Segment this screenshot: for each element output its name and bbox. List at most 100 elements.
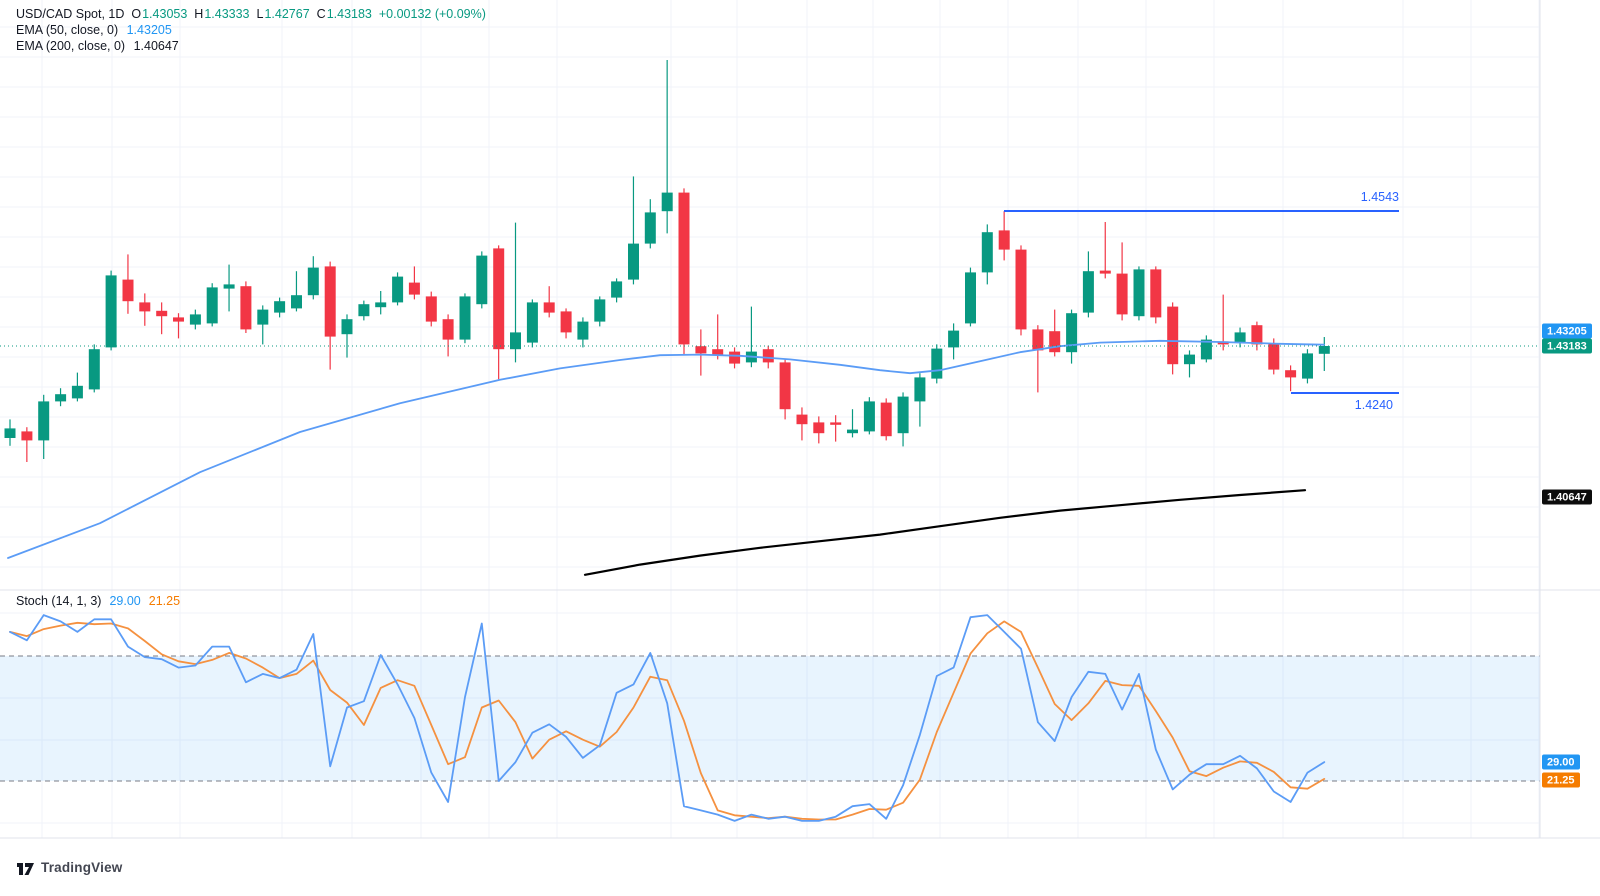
ema50-line [7, 339, 1325, 559]
stoch-k [9, 614, 1326, 822]
candle [762, 349, 774, 363]
candle [21, 431, 33, 441]
candle [4, 428, 16, 438]
open-value: 1.43053 [142, 7, 188, 21]
stoch-band-fill [0, 656, 1540, 781]
candle [897, 396, 909, 434]
grid [0, 0, 1540, 838]
stoch-d-line [9, 620, 1326, 821]
candle [38, 401, 50, 441]
change-value: +0.00132 (+0.09%) [378, 7, 486, 21]
ray-price-label[interactable]: 1.4543 [1360, 190, 1399, 204]
candle [493, 248, 505, 350]
candle [863, 401, 875, 432]
ray-lines [1004, 210, 1399, 394]
stoch-legend[interactable]: Stoch (14, 1, 3) 29.00 21.25 [16, 594, 180, 608]
candle [459, 296, 471, 340]
close-value: 1.43183 [326, 7, 372, 21]
ema200-line [583, 489, 1307, 576]
candle [1133, 269, 1145, 317]
candle [560, 311, 572, 333]
candle [779, 362, 791, 410]
candle [1184, 354, 1195, 365]
candle [1032, 329, 1044, 351]
candle [392, 276, 404, 303]
price-axis[interactable]: 1.485001.480001.475001.470001.465001.460… [1540, 0, 1600, 838]
candle [71, 385, 83, 399]
candle [88, 349, 100, 390]
price-tag: 1.43205 [1542, 323, 1592, 339]
candle [358, 304, 370, 317]
candle [712, 349, 724, 355]
candle [1200, 339, 1212, 360]
main-legend[interactable]: USD/CAD Spot, 1D O1.43053 H1.43333 L1.42767… [16, 6, 486, 54]
high-value: 1.43333 [204, 7, 250, 21]
high-key: H [194, 7, 204, 21]
candle [1150, 269, 1162, 318]
candle [173, 317, 184, 322]
candle [240, 286, 252, 330]
candle [1099, 270, 1111, 274]
candle [1015, 249, 1027, 330]
candle [408, 282, 420, 295]
tradingview-logo[interactable]: TradingView [16, 859, 122, 876]
stoch-d [9, 620, 1326, 821]
candle [307, 267, 319, 296]
candle [1251, 325, 1263, 345]
candle [291, 295, 302, 309]
price-tag: 21.25 [1542, 772, 1580, 788]
ray-price-label[interactable]: 1.4240 [1354, 398, 1393, 412]
candle [476, 255, 488, 305]
candle [189, 314, 201, 325]
candle [729, 351, 741, 364]
candle [274, 301, 286, 313]
candle [628, 243, 639, 280]
candle [139, 302, 151, 312]
ema200 [583, 489, 1307, 576]
close-key: C [316, 7, 326, 21]
candle [543, 302, 555, 313]
candle [695, 346, 707, 354]
candle [526, 302, 538, 343]
candle [1234, 332, 1246, 343]
tradingview-logo-icon [17, 863, 34, 875]
candle [375, 302, 387, 308]
candle [611, 281, 623, 298]
stoch-k-line [9, 614, 1326, 822]
candle [257, 309, 269, 325]
candle [931, 348, 943, 379]
low-value: 1.42767 [264, 7, 310, 21]
price-tag: 29.00 [1542, 754, 1580, 770]
candle [813, 422, 825, 434]
candle [442, 319, 454, 340]
open-key: O [131, 7, 142, 21]
candle [830, 422, 842, 425]
candle [122, 279, 134, 302]
candle [341, 319, 353, 335]
candle [914, 377, 926, 402]
candle [105, 275, 117, 348]
ema50-legend-row: EMA (50, close, 0) 1.43205 [16, 22, 486, 38]
candle [156, 310, 168, 317]
price-tag: 1.40647 [1542, 489, 1592, 505]
symbol-title: USD/CAD Spot, 1D [16, 7, 125, 21]
price-tag: 1.43183 [1542, 338, 1592, 354]
candle [1116, 273, 1128, 315]
symbol-ohlc-row: USD/CAD Spot, 1D O1.43053 H1.43333 L1.42767… [16, 6, 486, 22]
candles [4, 60, 1330, 462]
candle [1302, 353, 1313, 379]
candle [1268, 343, 1280, 370]
candle [223, 284, 235, 289]
time-axis[interactable]: 12182420257131723Feb7131925Mar7131925Apr… [0, 838, 1600, 862]
stoch-label: Stoch (14, 1, 3) [16, 594, 102, 608]
candle [644, 212, 656, 244]
stoch-k-value: 29.00 [109, 594, 141, 608]
candle [1167, 306, 1179, 365]
candle [847, 429, 858, 434]
candle [510, 332, 521, 350]
candle [998, 230, 1010, 250]
ema50 [7, 339, 1325, 559]
candle [1082, 271, 1094, 313]
